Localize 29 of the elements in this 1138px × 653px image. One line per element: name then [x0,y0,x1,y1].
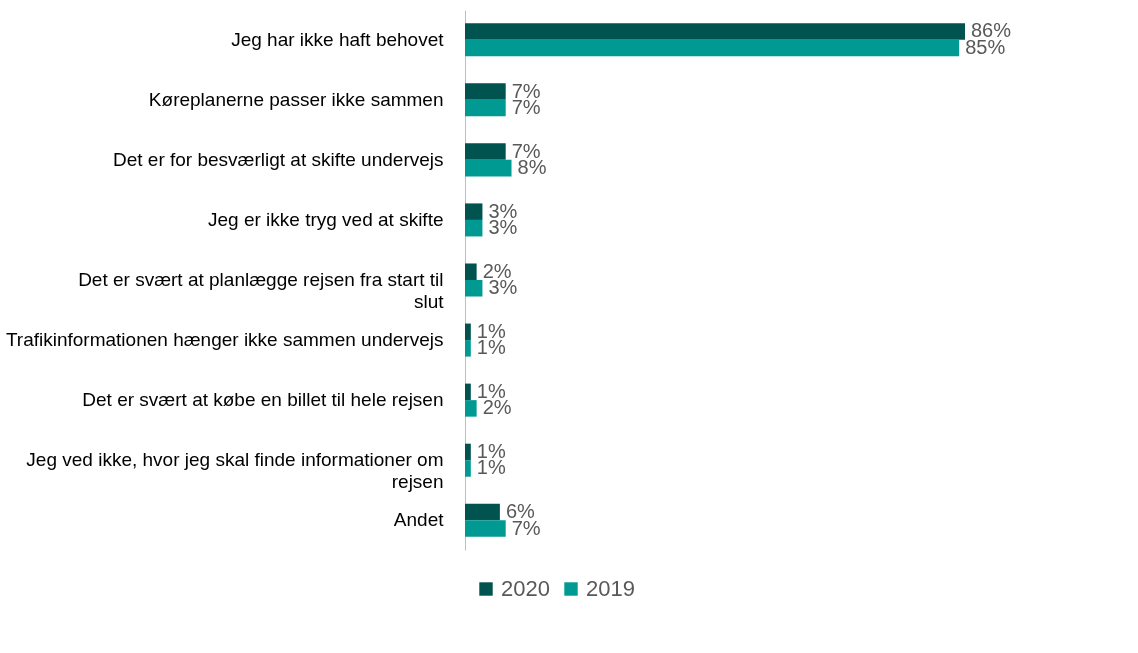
y-tick-label: Det er svært at købe en billet til hele rejsen [82,389,444,411]
y-tick-label: Det er svært at planlægge rejsen fra start til slut [78,269,445,312]
bar [465,323,471,341]
legend-label: 2020 [501,576,550,601]
bar [465,263,477,280]
bar [465,400,477,417]
bar [465,280,483,297]
bar [465,203,483,220]
y-tick-label: Det er for besværligt at skifte undervejs [112,148,444,170]
bar [465,219,483,237]
bar [465,39,960,57]
bar [465,340,471,357]
bar [465,143,506,160]
bar [465,383,471,401]
bar [465,159,512,177]
bar [465,520,506,537]
bar [465,443,471,461]
bar [465,23,965,40]
y-tick-label: Jeg har ikke haft behovet [231,28,445,50]
y-tick-label: Køreplanerne passer ikke sammen [148,88,444,110]
y-tick-label: Jeg er ikke tryg ved at skifte [208,208,444,230]
legend-label: 2019 [586,576,635,601]
y-tick-label: Trafikinformationen hænger ikke sammen undervejs [5,329,444,351]
bar [465,503,500,521]
y-tick-label: Andet [393,509,445,531]
bar [465,460,471,477]
bar [465,99,506,117]
bar [465,83,506,100]
y-tick-label: Jeg ved ikke, hvor jeg skal finde informationer om rejsen [26,449,444,493]
